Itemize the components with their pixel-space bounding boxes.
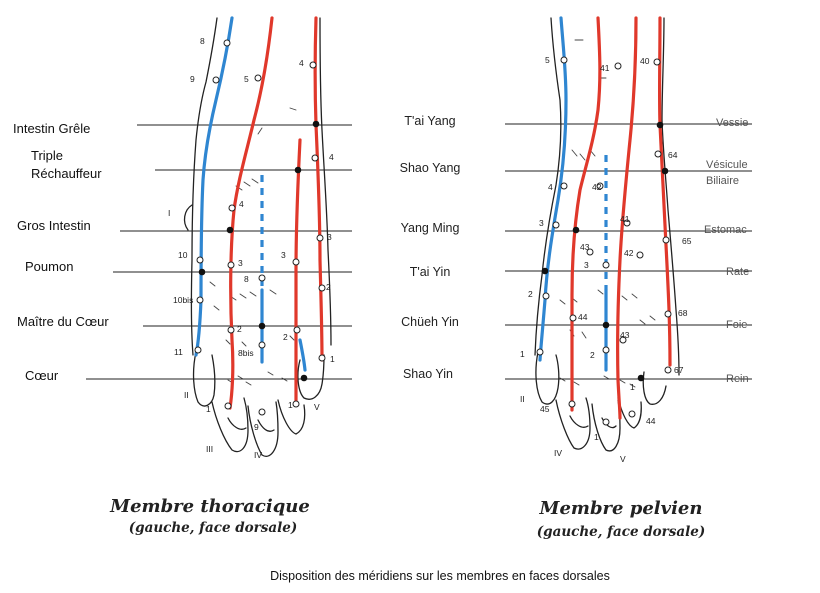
label-rein: Rein <box>726 373 749 385</box>
pt-r-1b: 1 <box>630 382 635 392</box>
pt-r-digit-IV: IV <box>554 448 562 458</box>
pt-l-1c: 1 <box>288 400 293 410</box>
pt-l-8b: 8 <box>244 274 249 284</box>
pt-r-43: 43 <box>580 242 590 252</box>
title-pelvic: Membre pelvien <box>539 498 703 519</box>
pt-l-1a: 1 <box>330 354 335 364</box>
label-intestin-grele: Intestin Grêle <box>13 121 90 136</box>
pt-r-40: 40 <box>640 56 650 66</box>
pt-r-41: 41 <box>600 63 610 73</box>
pt-r-3b: 3 <box>584 260 589 270</box>
label-coeur: Cœur <box>25 368 59 383</box>
vesicule-meridian <box>570 16 602 412</box>
pt-r-2b: 2 <box>590 350 595 360</box>
label-maitre-du-coeur: Maître du Cœur <box>17 314 109 329</box>
point-numbers-right: 5 41 40 64 4 42 3 41 43 42 65 3 2 44 43 … <box>520 55 692 464</box>
pt-r-42: 42 <box>592 182 602 192</box>
pt-l-10: 10 <box>178 250 188 260</box>
label-chueh-yin: Chüeh Yin <box>401 315 459 329</box>
figure-caption: Disposition des méridiens sur les membre… <box>270 569 610 583</box>
pt-l-8bis: 8bis <box>238 348 254 358</box>
pt-l-digit-II: II <box>184 390 189 400</box>
rate-meridian <box>538 16 568 362</box>
label-tai-yin: T'ai Yin <box>410 265 451 279</box>
label-vessie: Vessie <box>716 117 748 129</box>
pt-r-45: 45 <box>540 404 550 414</box>
estomac-meridian <box>616 16 638 420</box>
triple-rechauffeur-meridian <box>294 138 302 407</box>
pt-l-2a: 2 <box>237 324 242 334</box>
pelvic-limb <box>505 16 752 452</box>
pt-l-dewclaw-I: I <box>168 208 170 218</box>
pt-l-4c: 4 <box>239 199 244 209</box>
pt-l-digit-IV: IV <box>254 450 262 460</box>
label-biliaire: Biliaire <box>706 175 739 187</box>
title-thoracic: Membre thoracique <box>109 496 310 517</box>
pt-r-3: 3 <box>539 218 544 228</box>
pt-l-8: 8 <box>200 36 205 46</box>
label-gros-intestin: Gros Intestin <box>17 218 91 233</box>
label-shao-yang: Shao Yang <box>400 161 461 175</box>
pt-r-2: 2 <box>528 289 533 299</box>
pt-r-43b: 43 <box>620 330 630 340</box>
poumon-meridian <box>194 16 234 357</box>
pt-l-5: 5 <box>244 74 249 84</box>
coeur-meridian <box>298 338 307 372</box>
label-rechauffeur: Réchauffeur <box>31 166 102 181</box>
pt-l-3c: 3 <box>327 232 332 242</box>
label-shao-yin: Shao Yin <box>403 367 453 381</box>
label-vesicule: Vésicule <box>706 159 748 171</box>
pt-l-4b: 4 <box>329 152 334 162</box>
pt-l-11: 11 <box>174 347 183 357</box>
pt-l-1b: 1 <box>206 404 211 414</box>
thoracic-limb <box>86 16 352 457</box>
pt-r-44: 44 <box>578 312 588 322</box>
pt-l-2c: 2 <box>326 282 331 292</box>
label-tai-yang: T'ai Yang <box>404 114 455 128</box>
subtitle-thoracic: (gauche, face dorsale) <box>129 520 298 536</box>
pt-r-42b: 42 <box>624 248 634 258</box>
subtitle-pelvic: (gauche, face dorsale) <box>537 524 706 540</box>
pt-r-4: 4 <box>548 182 553 192</box>
pt-r-41b: 41 <box>620 214 630 224</box>
label-yang-ming: Yang Ming <box>401 221 460 235</box>
pt-l-10bis: 10bis <box>173 295 193 305</box>
pt-r-67: 67 <box>674 365 684 375</box>
pt-l-digit-III: III <box>206 444 213 454</box>
pt-l-2b: 2 <box>283 332 288 342</box>
pt-r-1: 1 <box>520 349 525 359</box>
pt-r-5: 5 <box>545 55 550 65</box>
label-triple: Triple <box>31 148 63 163</box>
point-numbers-left: 8 9 5 4 4 4 I 10 3 3 3 8 10bis 2 2 2 11 … <box>168 36 335 460</box>
intestin-grele-meridian <box>313 16 324 362</box>
pt-l-digit-V: V <box>314 402 320 412</box>
label-poumon: Poumon <box>25 259 73 274</box>
pt-l-3b: 3 <box>281 250 286 260</box>
pt-r-digit-V: V <box>620 454 626 464</box>
vessie-meridian <box>657 16 672 367</box>
pt-r-68: 68 <box>678 308 688 318</box>
pt-l-9b: 9 <box>254 422 259 432</box>
label-foie: Foie <box>726 319 747 331</box>
pt-l-4a: 4 <box>299 58 304 68</box>
pt-r-44b: 44 <box>646 416 656 426</box>
pt-l-9: 9 <box>190 74 195 84</box>
pt-r-65: 65 <box>682 236 692 246</box>
pt-l-3a: 3 <box>238 258 243 268</box>
pt-r-64: 64 <box>668 150 678 160</box>
pt-r-1c: 1 <box>594 432 599 442</box>
pt-r-digit-II: II <box>520 394 525 404</box>
label-estomac: Estomac <box>704 224 747 236</box>
label-rate: Rate <box>726 266 749 278</box>
